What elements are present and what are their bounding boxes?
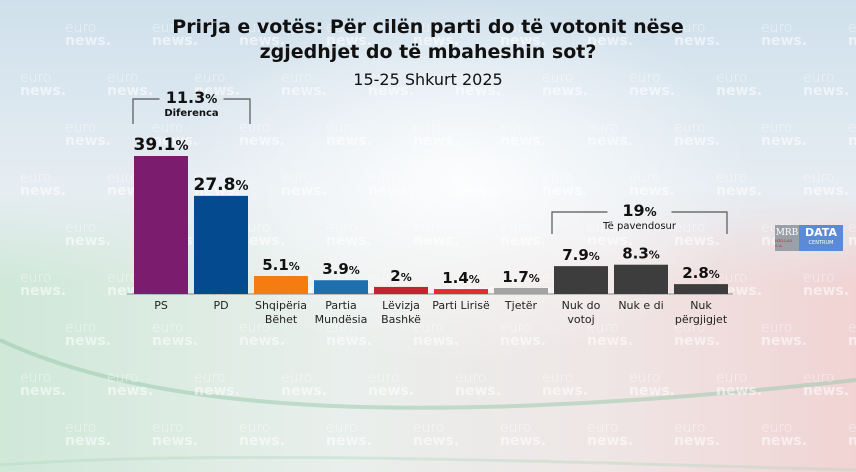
bar-5	[374, 286, 428, 294]
title-line-1: Prirja e votës: Për cilën parti do të vo…	[172, 16, 684, 38]
category-label-6: Parti Lirisë	[432, 299, 490, 312]
annotation-label-2: Të pavendosur	[602, 221, 677, 232]
annotation-value-1: 11.3%	[166, 88, 218, 107]
category-label-4: Partia	[325, 299, 357, 312]
category-label-5: Bashkë	[381, 313, 421, 326]
category-label-9: Nuk e di	[618, 299, 663, 312]
data-logo-part: DATA CENTRUM	[799, 225, 843, 251]
background-swoosh	[0, 338, 856, 472]
bar-9	[614, 264, 668, 294]
bar-3	[254, 276, 308, 294]
bar-4	[314, 280, 368, 294]
value-label-4: 3.9%	[322, 260, 360, 278]
bar-10	[674, 284, 728, 294]
category-label-8: Nuk do	[562, 299, 601, 312]
category-label-10: Nuk	[690, 299, 712, 312]
category-label-8: votoj	[567, 313, 594, 326]
logo-mrb-text: MRB	[775, 228, 799, 238]
bracket-right-1	[223, 98, 251, 124]
chart-title: Prirja e votës: Për cilën parti do të vo…	[0, 15, 856, 65]
logo-mrb-small: HELLAS S.A.	[775, 238, 793, 248]
category-label-1: PS	[154, 299, 168, 312]
bar-2	[194, 195, 248, 294]
bracket-left-2	[551, 211, 608, 234]
bar-6	[434, 289, 488, 294]
category-label-2: PD	[213, 299, 228, 312]
annotation-label-1: Diferenca	[164, 108, 218, 119]
chart-subtitle: 15-25 Shkurt 2025	[353, 70, 503, 89]
value-label-3: 5.1%	[262, 256, 300, 274]
bracket-right-2	[671, 211, 728, 234]
value-label-8: 7.9%	[562, 246, 600, 264]
value-label-5: 2%	[390, 267, 411, 285]
value-label-2: 27.8%	[194, 175, 249, 195]
mrb-logo-part: MRB HELLAS S.A.	[775, 225, 799, 251]
value-label-9: 8.3%	[622, 245, 660, 263]
category-label-5: Lëvizja	[382, 299, 420, 312]
logo-centrum-text: CENTRUM	[808, 240, 834, 246]
category-label-7: Tjetër	[504, 299, 538, 312]
value-label-10: 2.8%	[682, 264, 720, 282]
bar-1	[134, 156, 188, 294]
title-line-2: zgjedhjet do të mbaheshin sot?	[259, 41, 597, 63]
category-label-10: përgjigjet	[675, 313, 728, 326]
annotation-value-2: 19%	[622, 201, 656, 220]
category-label-3: Bëhet	[265, 313, 298, 326]
category-label-4: Mundësia	[315, 313, 368, 326]
logo-data-text: DATA	[805, 226, 837, 239]
category-label-3: Shqipëria	[255, 299, 307, 312]
data-centrum-logo: MRB HELLAS S.A. DATA CENTRUM	[775, 225, 843, 251]
value-label-7: 1.7%	[502, 268, 540, 286]
bar-8	[554, 266, 608, 294]
bracket-left-1	[132, 98, 160, 124]
value-label-6: 1.4%	[442, 269, 480, 287]
value-label-1: 39.1%	[134, 135, 189, 155]
bar-7	[494, 288, 548, 294]
